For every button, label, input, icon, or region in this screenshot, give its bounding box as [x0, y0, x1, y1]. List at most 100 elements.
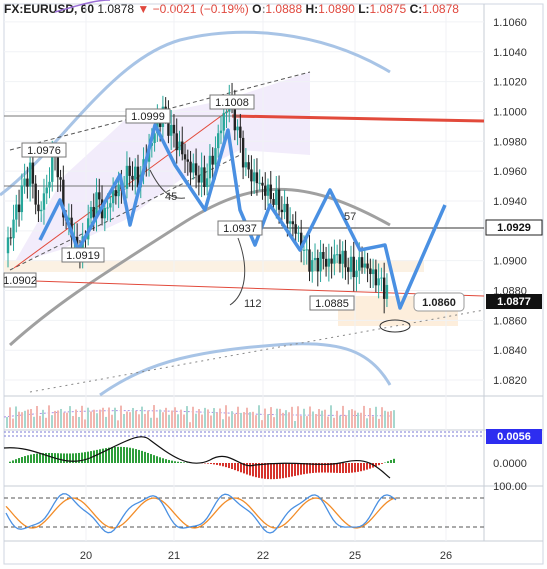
- macd-histogram-bar: [213, 463, 215, 465]
- macd-histogram-bar: [240, 463, 242, 473]
- macd-histogram-bar: [60, 453, 62, 463]
- target-label: 1.0860: [422, 297, 456, 309]
- macd-histogram-bar: [171, 460, 173, 463]
- volume-bar: [264, 408, 266, 428]
- high-value: 1.0890: [318, 2, 355, 16]
- candle-body: [136, 166, 140, 188]
- candle-body: [203, 167, 206, 187]
- volume-bar: [381, 407, 383, 428]
- last-price-badge-value: 1.0877: [497, 296, 531, 308]
- open-label: O:: [252, 2, 266, 16]
- macd-histogram-bar: [273, 463, 275, 480]
- price-tick-label: 1.0900: [493, 256, 527, 268]
- candle-body: [211, 155, 214, 165]
- candle-body: [59, 177, 62, 180]
- channel-lower: [9, 154, 241, 271]
- volume-bar: [336, 410, 338, 428]
- price-axis[interactable]: 1.08201.08401.08601.08801.09001.09201.09…: [493, 17, 527, 387]
- candle-body: [247, 162, 250, 170]
- macd-histogram-bar: [210, 463, 212, 465]
- macd-histogram-bar: [111, 447, 113, 463]
- volume-bar: [312, 411, 314, 428]
- volume-bar: [75, 409, 77, 428]
- macd-histogram-bar: [81, 452, 83, 463]
- candle-body: [15, 204, 18, 220]
- candle-body: [261, 182, 264, 186]
- macd-histogram-bar: [231, 463, 233, 470]
- macd-histogram-bar: [363, 463, 365, 471]
- candle-body: [335, 254, 339, 256]
- candle-body: [37, 204, 40, 212]
- macd-histogram-bar: [369, 463, 371, 469]
- candle-body: [313, 257, 317, 261]
- macd-histogram-bar: [105, 448, 107, 463]
- macd-histogram-bar: [75, 453, 77, 463]
- macd-histogram-bar: [126, 447, 128, 463]
- candle-body: [272, 199, 275, 205]
- volume-bar: [357, 412, 359, 428]
- macd-histogram-bar: [261, 463, 263, 479]
- candle-body: [239, 126, 242, 138]
- volume-bar: [48, 405, 50, 428]
- macd-histogram-bar: [222, 463, 224, 467]
- candle-body: [258, 182, 261, 184]
- volume-bar: [378, 418, 380, 428]
- candle-body: [125, 165, 129, 189]
- volume-bar: [291, 406, 293, 428]
- time-tick-label: 26: [440, 550, 452, 562]
- volume-bar: [138, 414, 140, 428]
- target-label-box: [413, 292, 465, 312]
- candle-body: [6, 237, 10, 254]
- macd-histogram-bar: [123, 446, 125, 463]
- volume-bar: [105, 416, 107, 428]
- volume-bar: [57, 410, 59, 428]
- candle-body: [26, 178, 29, 187]
- candle-body: [111, 190, 115, 204]
- volume-bar: [207, 409, 209, 428]
- candle-body: [250, 169, 253, 182]
- price-tick-label: 1.1040: [493, 47, 527, 59]
- angle-annotation: 112: [244, 298, 262, 310]
- candle-body: [283, 203, 286, 213]
- macd-histogram-bar: [207, 463, 209, 464]
- macd-histogram-bar: [150, 454, 152, 463]
- volume-bar: [234, 413, 236, 428]
- candle-body: [380, 277, 383, 279]
- price-labels: 1.0902 1.0976 1.0919 1.0999 1.1008 1.093…: [3, 94, 465, 333]
- volume-bar: [228, 416, 230, 428]
- macd-histogram-bar: [132, 448, 134, 463]
- volume-bar: [321, 410, 323, 428]
- volume-bar: [93, 409, 95, 428]
- candle-body: [344, 250, 347, 268]
- macd-histogram-bar: [327, 463, 329, 473]
- volume-bar: [231, 411, 233, 428]
- macd-histogram-bar: [336, 463, 338, 473]
- candle-body: [106, 207, 109, 209]
- time-axis[interactable]: 20 21 22 25 26: [80, 550, 452, 562]
- price-tick-label: 1.0820: [493, 375, 527, 387]
- macd-histogram-bar: [129, 447, 131, 463]
- volume-bar: [240, 412, 242, 428]
- volume-bar: [141, 406, 143, 428]
- volume-bar: [306, 416, 308, 428]
- candle-body: [291, 221, 295, 225]
- price-label-box: [125, 108, 171, 124]
- macd-histogram-bar: [183, 462, 185, 463]
- volume-bar: [27, 409, 29, 428]
- volume-bar: [177, 414, 179, 428]
- macd-histogram-bar: [15, 459, 17, 463]
- macd-histogram-bar: [333, 463, 335, 473]
- macd-histogram-bar: [159, 457, 161, 463]
- macd-histogram-bar: [243, 463, 245, 474]
- volume-bar: [69, 406, 71, 428]
- candle-body: [382, 277, 386, 299]
- price-label-box: [209, 94, 255, 110]
- macd-histogram-bar: [36, 453, 38, 463]
- volume-bar: [390, 411, 392, 428]
- stoch-k-line: [5, 493, 397, 534]
- price-label-box: [61, 247, 105, 263]
- candle-body: [45, 187, 48, 194]
- candle-body: [352, 256, 355, 278]
- zigzag-line: [38, 123, 447, 310]
